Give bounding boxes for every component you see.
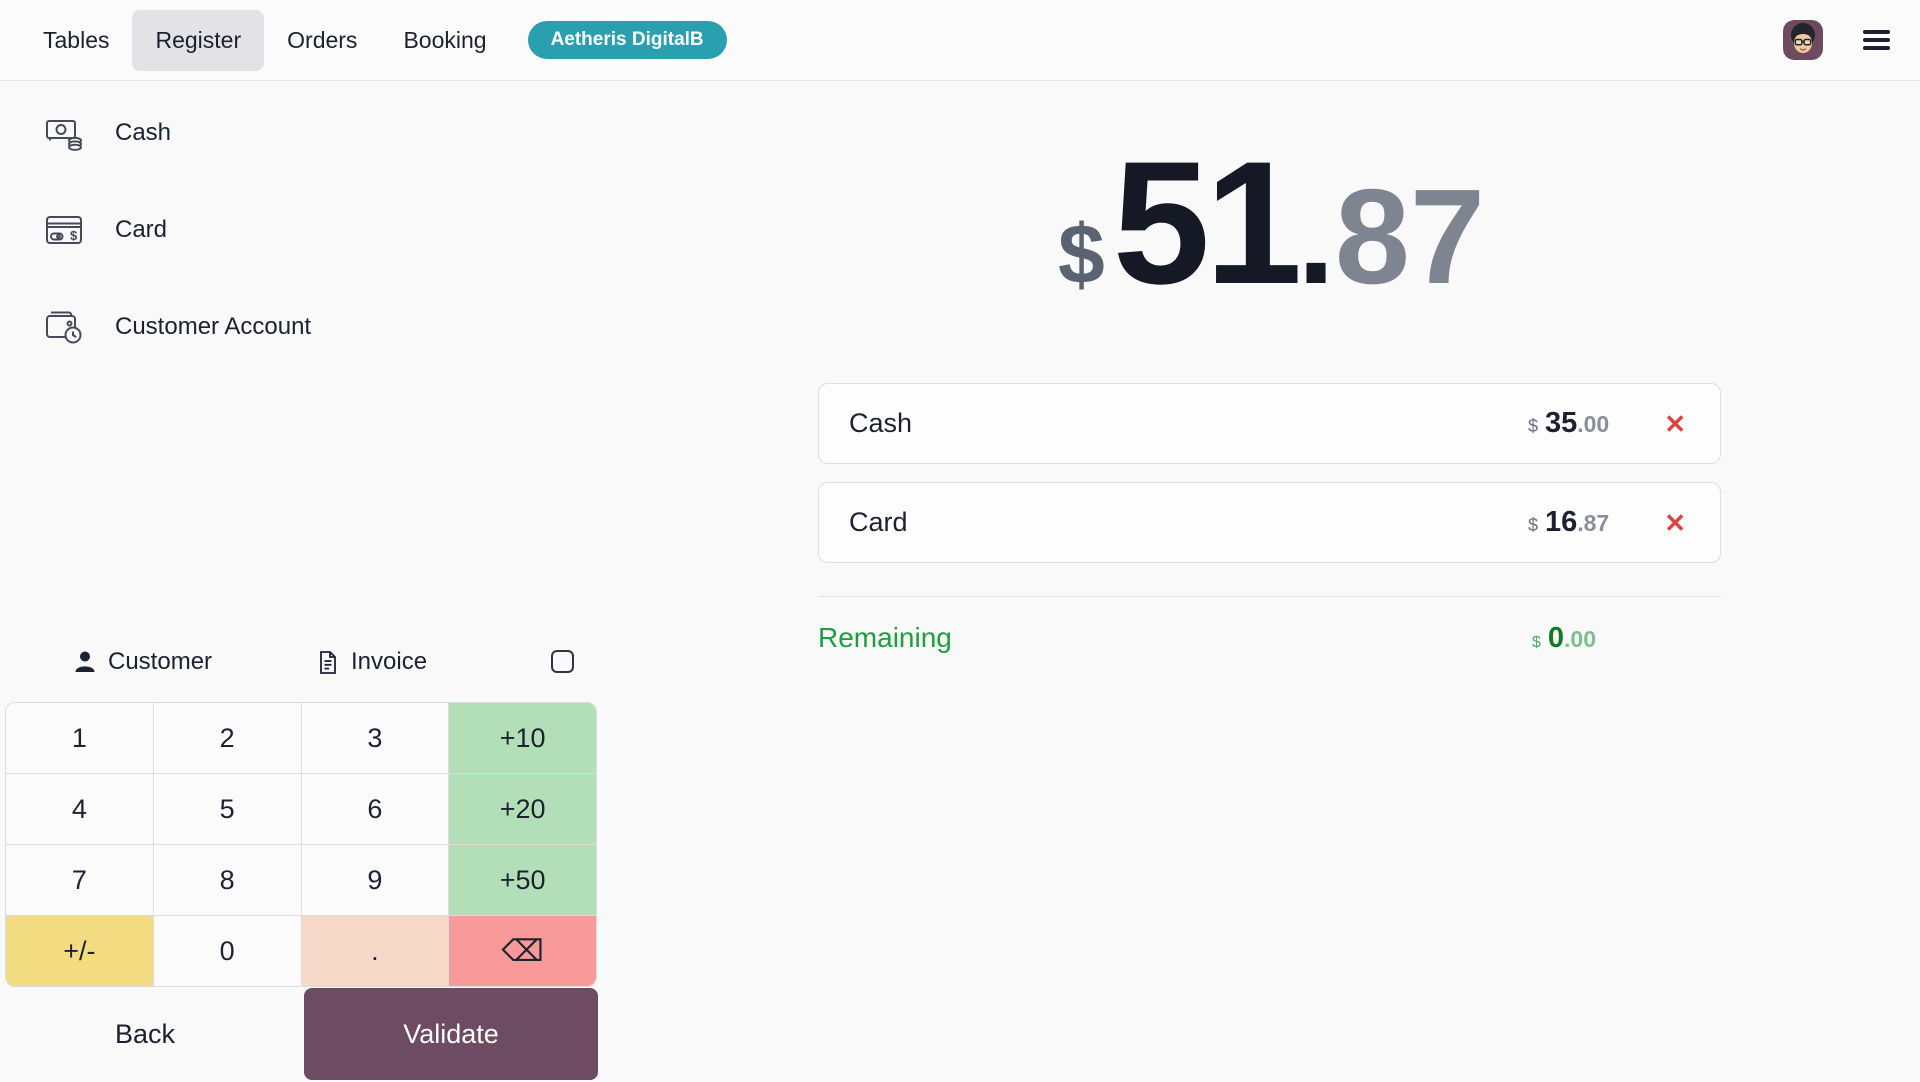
svg-text:$: $ <box>70 228 78 243</box>
payment-line-method: Cash <box>849 408 913 438</box>
cash-icon <box>43 115 85 151</box>
invoice-checkbox[interactable] <box>551 650 574 673</box>
remaining-amount: $ 0 .00 <box>1531 621 1596 654</box>
invoice-button[interactable]: Invoice <box>318 645 427 679</box>
payment-line-cash[interactable]: Cash $ 35 .00 ✕ <box>818 383 1721 464</box>
amount-decimals: .87 <box>1577 510 1610 536</box>
amount-units: 35 <box>1544 407 1578 439</box>
numpad-key-5[interactable]: 5 <box>153 774 301 844</box>
invoice-button-label: Invoice <box>351 648 428 675</box>
payment-line-amount[interactable]: $ 35 .00 <box>1528 409 1609 438</box>
payment-method-card[interactable]: $ Card <box>43 209 311 251</box>
payment-line-method: Card <box>849 507 908 537</box>
numpad-key-9[interactable]: 9 <box>301 845 449 915</box>
amount-units: 16 <box>1544 506 1578 538</box>
avatar-image <box>1783 20 1823 60</box>
numpad-key-plus20[interactable]: +20 <box>449 774 596 844</box>
active-order-badge[interactable]: Aetheris DigitalB <box>527 21 727 59</box>
numpad-key-2[interactable]: 2 <box>153 703 301 773</box>
total-due: $51. 87 <box>820 136 1723 311</box>
cashier-avatar[interactable] <box>1783 20 1823 60</box>
payment-line-amount[interactable]: $ 16 .87 <box>1528 508 1609 537</box>
person-icon <box>75 651 95 672</box>
delete-payment-line-button[interactable]: ✕ <box>1664 408 1686 439</box>
payment-method-customer-account[interactable]: Customer Account <box>43 306 311 348</box>
payment-method-list: Cash $ Card <box>43 112 311 403</box>
numpad-key-backspace backspace-icon[interactable]: ⌫ <box>449 916 596 986</box>
numpad: 1 2 3 +10 4 5 6 +20 7 8 9 +50 +/- 0 . ⌫ <box>5 702 597 987</box>
tab-booking[interactable]: Booking <box>403 26 487 53</box>
numpad-key-decimal[interactable]: . <box>301 916 449 986</box>
customer-button-label: Customer <box>108 648 213 675</box>
tab-orders[interactable]: Orders <box>287 26 358 53</box>
numpad-key-1[interactable]: 1 <box>6 703 153 773</box>
remaining-label: Remaining <box>818 622 952 653</box>
total-cents: 87 <box>1334 161 1486 312</box>
remaining-divider <box>818 596 1721 597</box>
numpad-key-4[interactable]: 4 <box>6 774 153 844</box>
top-navbar: Tables Register Orders Booking Aetheris … <box>0 0 1920 81</box>
numpad-key-0[interactable]: 0 <box>153 916 301 986</box>
tab-register[interactable]: Register <box>132 9 265 71</box>
numpad-key-plus10[interactable]: +10 <box>449 703 596 773</box>
back-button[interactable]: Back <box>114 1018 176 1049</box>
hamburger-menu-icon[interactable] <box>1863 30 1890 50</box>
customer-button[interactable]: Customer <box>75 645 212 679</box>
numpad-key-3[interactable]: 3 <box>301 703 449 773</box>
currency-symbol: $ <box>1527 515 1538 535</box>
payment-method-cash[interactable]: Cash <box>43 112 311 154</box>
total-currency: $ <box>1057 207 1105 301</box>
amount-decimals: .00 <box>1577 411 1610 437</box>
numpad-key-plus-minus[interactable]: +/- <box>6 916 153 986</box>
payment-line-card[interactable]: Card $ 16 .87 ✕ <box>818 482 1721 563</box>
currency-symbol: $ <box>1531 633 1541 651</box>
delete-payment-line-button[interactable]: ✕ <box>1664 507 1686 538</box>
customer-account-icon <box>43 309 85 345</box>
card-icon: $ <box>43 213 85 247</box>
numpad-key-8[interactable]: 8 <box>153 845 301 915</box>
payment-method-label: Customer Account <box>115 313 312 340</box>
payment-method-label: Card <box>115 216 168 243</box>
total-units: 51 <box>1112 126 1303 321</box>
tab-tables[interactable]: Tables <box>43 26 110 53</box>
numpad-key-7[interactable]: 7 <box>6 845 153 915</box>
amount-units: 0 <box>1547 621 1565 654</box>
validate-button[interactable]: Validate <box>304 988 598 1080</box>
numpad-key-plus50[interactable]: +50 <box>449 845 596 915</box>
remaining-row: Remaining $ 0 .00 <box>818 606 1721 670</box>
currency-symbol: $ <box>1527 416 1538 436</box>
amount-decimals: .00 <box>1564 625 1596 652</box>
payment-method-label: Cash <box>115 119 172 146</box>
invoice-icon <box>320 650 336 674</box>
numpad-key-6[interactable]: 6 <box>301 774 449 844</box>
main-nav: Tables Register Orders Booking <box>20 9 510 71</box>
total-decimal-point: . <box>1297 161 1335 312</box>
